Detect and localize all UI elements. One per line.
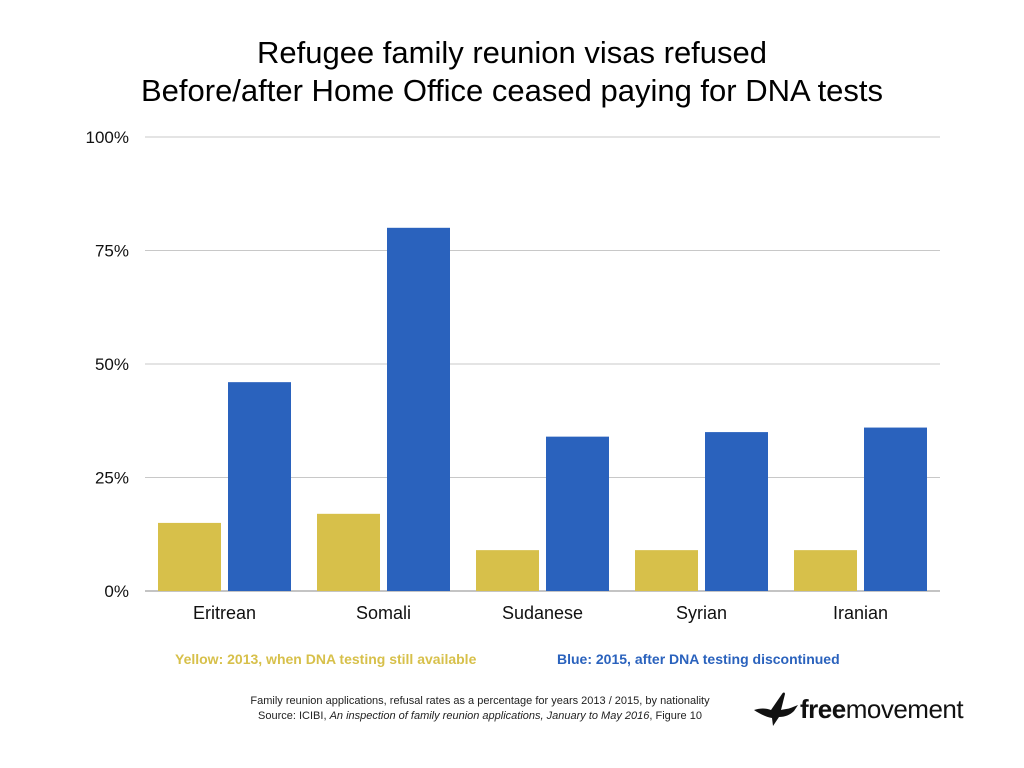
source-report-title: An inspection of family reunion applicat…	[329, 710, 650, 722]
y-tick-label: 100%	[86, 128, 129, 147]
x-tick-label: Iranian	[833, 603, 888, 623]
bar-2015-iranian	[864, 427, 927, 591]
legend-2013: Yellow: 2013, when DNA testing still ava…	[175, 651, 477, 667]
bar-2013-sudanese	[476, 550, 539, 591]
x-tick-label: Syrian	[676, 603, 727, 623]
freemovement-logo: freemovement	[752, 688, 974, 732]
bar-2013-eritrean	[158, 522, 221, 591]
legend-2015: Blue: 2015, after DNA testing discontinu…	[557, 651, 840, 667]
y-tick-label: 50%	[95, 355, 129, 374]
bar-2015-syrian	[705, 432, 768, 591]
logo-text: freemovement	[800, 694, 964, 725]
source-line-1: Family reunion applications, refusal rat…	[250, 695, 710, 707]
source-note: Family reunion applications, refusal rat…	[180, 694, 780, 724]
bar-2015-eritrean	[228, 382, 291, 591]
bar-chart: 0% 25% 50% 75% 100% Eritrean Somali Sudanese Syr…	[86, 128, 940, 623]
x-tick-label: Eritrean	[193, 603, 256, 623]
logo-text-regular: movement	[845, 694, 964, 724]
source-prefix: Source: ICIBI,	[258, 710, 330, 722]
logo-text-bold: free	[800, 694, 846, 724]
bar-2013-syrian	[635, 550, 698, 591]
source-line-2: Source: ICIBI, An inspection of family r…	[180, 709, 780, 724]
bar-2013-somali	[317, 513, 380, 591]
title-line-1: Refugee family reunion visas refused	[256, 35, 768, 70]
bird-icon	[754, 692, 798, 726]
y-tick-label: 25%	[95, 469, 129, 488]
chart-title: Refugee family reunion visas refused Bef…	[0, 34, 1024, 110]
y-tick-label: 0%	[104, 582, 129, 601]
bar-2013-iranian	[794, 550, 857, 591]
bar-2015-somali	[387, 227, 450, 592]
y-tick-label: 75%	[95, 242, 129, 261]
x-tick-label: Sudanese	[502, 603, 583, 623]
source-suffix: , Figure 10	[649, 710, 702, 722]
x-tick-label: Somali	[356, 603, 411, 623]
title-line-2: Before/after Home Office ceased paying f…	[140, 73, 884, 108]
bar-2015-sudanese	[546, 436, 609, 591]
